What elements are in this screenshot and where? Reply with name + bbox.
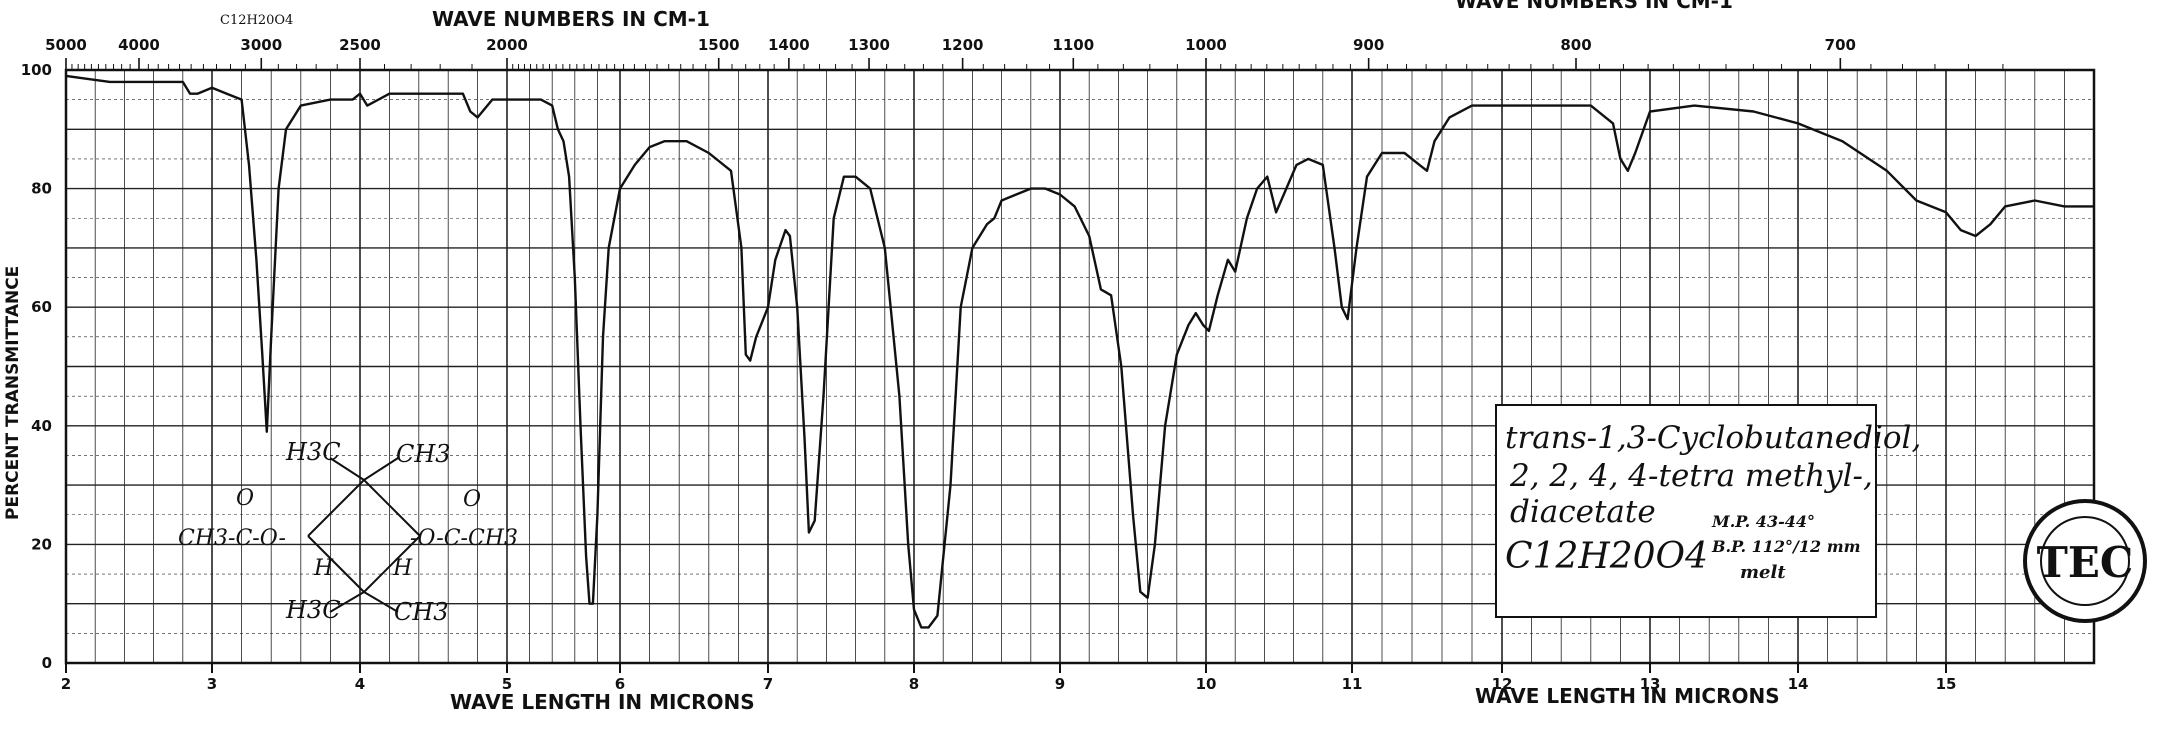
y-tick-label: 80: [31, 180, 52, 198]
y-tick-label: 0: [42, 654, 52, 672]
sample-state: melt: [1740, 562, 1786, 583]
compound-name-line-2: 2, 2, 4, 4-tetra methyl-,: [1509, 458, 1873, 494]
top-tick-label: 1100: [1052, 36, 1094, 54]
struct-label-o-right: O: [463, 487, 481, 512]
x-tick-label: 9: [1055, 675, 1065, 693]
struct-label-o-left: O: [236, 486, 254, 511]
x-tick-label: 15: [1936, 675, 1957, 693]
top-tick-label: 900: [1353, 36, 1384, 54]
top-tick-label: 3000: [240, 36, 282, 54]
top-tick-label: 1200: [942, 36, 984, 54]
x-tick-label: 6: [615, 675, 625, 693]
top-tick-label: 1400: [768, 36, 810, 54]
top-tick-label: 800: [1560, 36, 1591, 54]
bottom-axis: 2 3 4 5 6 7 8 9 10 11 12 13 14 15: [61, 663, 1957, 693]
x-tick-label: 3: [207, 675, 217, 693]
struct-label-h-right: H: [392, 556, 413, 581]
top-axis-title-right: WAVE NUMBERS IN CM-1: [1455, 0, 1733, 13]
y-tick-label: 40: [31, 417, 52, 435]
struct-label-ch3-top: CH3: [396, 440, 451, 468]
top-tick-label: 2500: [339, 36, 381, 54]
spectrum-line: [65, 74, 2094, 629]
top-axis: 5000 4000 3000 2500 2000 1500 1400 1300 1200 1100…: [45, 36, 2004, 70]
molecular-formula: C12H20O4: [1505, 536, 1708, 577]
x-tick-label: 11: [1342, 675, 1363, 693]
top-tick-label: 1300: [848, 36, 890, 54]
x-tick-label: 8: [909, 675, 919, 693]
plot-border: [64, 68, 2096, 665]
struct-label-h3c-bottom: H3C: [285, 596, 341, 624]
y-tick-label: 100: [21, 61, 52, 79]
top-tick-label: 1000: [1185, 36, 1227, 54]
struct-label-acetate-left: CH3-C-O-: [178, 526, 286, 551]
top-tick-label: 5000: [45, 36, 87, 54]
seal-label: TEC: [2037, 538, 2134, 587]
struct-label-acetate-right: -O-C-CH3: [410, 526, 518, 551]
struct-label-h-left: H: [313, 556, 334, 581]
structure-diagram: H3C CH3 O O CH3-C-O- -O-C-CH3 H H H3C CH…: [178, 438, 518, 626]
struct-label-ch3-bottom: CH3: [394, 598, 449, 626]
compound-name-line-1: trans-1,3-Cyclobutanediol,: [1505, 420, 1921, 456]
x-tick-label: 7: [763, 675, 773, 693]
top-tick-label: 700: [1825, 36, 1856, 54]
struct-label-h3c-top: H3C: [285, 438, 341, 466]
plot-frame: [64, 68, 2096, 665]
y-tick-label: 20: [31, 535, 52, 553]
x-tick-label: 10: [1196, 675, 1217, 693]
compound-annotation: trans-1,3-Cyclobutanediol, 2, 2, 4, 4-te…: [1495, 404, 1921, 618]
top-axis-formula: C12H20O4: [220, 13, 293, 28]
compound-name-line-3: diacetate: [1510, 494, 1656, 530]
x-tick-label: 5: [502, 675, 512, 693]
top-tick-label: 1500: [698, 36, 740, 54]
x-tick-label: 14: [1788, 675, 1809, 693]
x-tick-label: 13: [1640, 675, 1661, 693]
x-tick-label: 4: [355, 675, 365, 693]
top-tick-label: 4000: [118, 36, 160, 54]
boiling-point: B.P. 112°/12 mm: [1711, 537, 1861, 556]
top-axis-title-left: WAVE NUMBERS IN CM-1: [432, 7, 710, 31]
y-axis-label: PERCENT TRANSMITTANCE: [3, 266, 23, 520]
x-axis-label-right: WAVE LENGTH IN MICRONS: [1475, 684, 1780, 708]
x-axis-label-left: WAVE LENGTH IN MICRONS: [450, 690, 755, 714]
grid: [65, 69, 2095, 664]
x-tick-label: 12: [1492, 675, 1513, 693]
annotation-box: [1495, 404, 1877, 618]
y-tick-label: 60: [31, 298, 52, 316]
tennessee-eastman-seal: TEC: [2023, 499, 2147, 623]
x-tick-label: 2: [61, 675, 71, 693]
left-axis: 0 20 40 60 80 100: [21, 61, 52, 672]
top-tick-label: 2000: [486, 36, 528, 54]
melting-point: M.P. 43-44°: [1711, 512, 1815, 531]
